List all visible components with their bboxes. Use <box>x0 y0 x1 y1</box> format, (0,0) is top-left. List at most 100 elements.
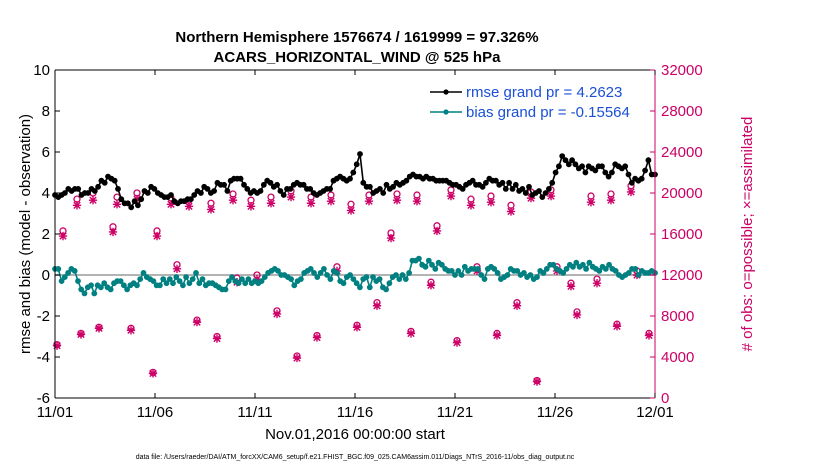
rmse-series-point <box>280 192 287 198</box>
bias-series-point <box>550 261 557 268</box>
bias-series-point <box>563 266 570 272</box>
y-tick-label-right: 0 <box>661 390 669 407</box>
bias-series-point <box>327 276 334 283</box>
bias-series-point <box>258 278 265 285</box>
bias-series-point <box>494 270 501 276</box>
rmse-series-point <box>542 190 549 196</box>
rmse-series-point <box>347 175 353 182</box>
rmse-series-point <box>645 157 652 164</box>
y-axis-label-right: # of obs: o=possible; ×=assimilated <box>739 117 756 352</box>
rmse-series-point <box>469 177 476 184</box>
rmse-series-point <box>582 169 589 176</box>
rmse-series-point <box>91 188 98 194</box>
obs-assimilated-point <box>148 369 158 378</box>
rmse-series-point <box>95 183 101 190</box>
obs-assimilated-point <box>592 279 602 288</box>
rmse-series-point <box>499 179 506 186</box>
bias-series-point <box>140 270 147 276</box>
rmse-series-point <box>191 192 198 198</box>
rmse-series-point <box>131 198 138 205</box>
rmse-series-point <box>257 188 264 194</box>
bias-series-point <box>65 270 71 276</box>
obs-assimilated-point <box>406 329 416 338</box>
rmse-series-point <box>383 181 390 188</box>
obs-assimilated-point <box>246 202 256 211</box>
bias-series-point <box>386 280 393 287</box>
rmse-series-point <box>642 167 648 174</box>
bias-series-point <box>298 276 304 283</box>
rmse-series-point <box>559 153 566 160</box>
y-tick-label-left: 6 <box>42 144 50 161</box>
bias-series-point <box>353 280 360 287</box>
rmse-series-point <box>115 186 121 192</box>
bias-series-point <box>540 270 547 276</box>
obs-assimilated-point <box>108 227 118 237</box>
rmse-series-point <box>135 202 141 209</box>
rmse-series-point <box>221 181 228 188</box>
rmse-series-point <box>241 181 247 188</box>
rmse-series-point <box>602 169 609 176</box>
rmse-series-point <box>539 194 546 201</box>
rmse-series-point <box>549 179 556 186</box>
obs-assimilated-point <box>52 341 62 350</box>
bias-series-point <box>340 280 347 287</box>
bias-series-point <box>521 270 527 276</box>
rmse-series-point <box>459 186 466 192</box>
obs-assimilated-point <box>112 200 122 209</box>
obs-assimilated-point <box>346 206 356 215</box>
y-tick-label-right: 4000 <box>661 349 694 366</box>
bias-series-point <box>91 290 98 297</box>
obs-assimilated-point <box>566 282 576 291</box>
bias-series-point <box>81 290 88 297</box>
obs-assimilated-point <box>612 322 622 331</box>
bias-series-point <box>98 284 104 291</box>
bias-series-point <box>222 286 229 293</box>
obs-assimilated-point <box>192 317 202 327</box>
rmse-series-point <box>62 190 68 196</box>
rmse-series-point <box>390 183 397 190</box>
bias-series-point <box>121 282 127 289</box>
bias-series-point <box>163 280 170 287</box>
rmse-series-point <box>569 157 575 164</box>
rmse-series-point <box>592 167 599 174</box>
bias-series-point <box>439 261 445 268</box>
bias-series-point <box>602 266 609 272</box>
bias-series-point <box>481 276 488 283</box>
rmse-series-point <box>300 181 307 188</box>
bias-series-point <box>402 276 409 283</box>
bias-series-point <box>150 278 157 285</box>
rmse-series-point <box>519 186 526 192</box>
y-tick-label-left: -2 <box>37 308 50 325</box>
bias-series-point <box>307 266 314 272</box>
rmse-series-point <box>128 204 135 211</box>
bias-series-point <box>357 284 363 291</box>
rmse-series-point <box>101 179 108 186</box>
bias-series-point <box>124 286 130 293</box>
obs-assimilated-point <box>626 187 636 197</box>
rmse-series-point <box>565 161 572 168</box>
obs-assimilated-point <box>184 202 194 211</box>
rmse-series-point <box>327 186 334 192</box>
data-file-footer: data file: /Users/raeder/DAI/ATM_forcXX/… <box>136 454 575 461</box>
rmse-series-point <box>609 169 615 176</box>
bias-series-point <box>347 272 354 278</box>
rmse-series-point <box>353 161 360 168</box>
rmse-series-point <box>493 177 499 184</box>
rmse-series-point <box>536 188 542 194</box>
obs-assimilated-point <box>76 330 86 339</box>
obs-assimilated-point <box>292 353 302 363</box>
y-tick-label-right: 24000 <box>661 144 703 161</box>
rmse-series-point <box>526 183 532 190</box>
bias-series-point <box>242 280 249 287</box>
bias-series-point <box>527 272 534 278</box>
bias-series-point <box>311 270 317 276</box>
rmse-series-point <box>125 200 131 207</box>
rmse-series-point <box>599 163 605 170</box>
bias-series-point <box>314 274 321 281</box>
bias-series-point <box>137 276 144 283</box>
obs-assimilated-point <box>152 231 162 241</box>
rmse-series-point <box>307 186 314 192</box>
rmse-series-point <box>277 188 284 194</box>
obs-assimilated-point <box>492 331 502 340</box>
bias-series-point <box>543 266 550 272</box>
